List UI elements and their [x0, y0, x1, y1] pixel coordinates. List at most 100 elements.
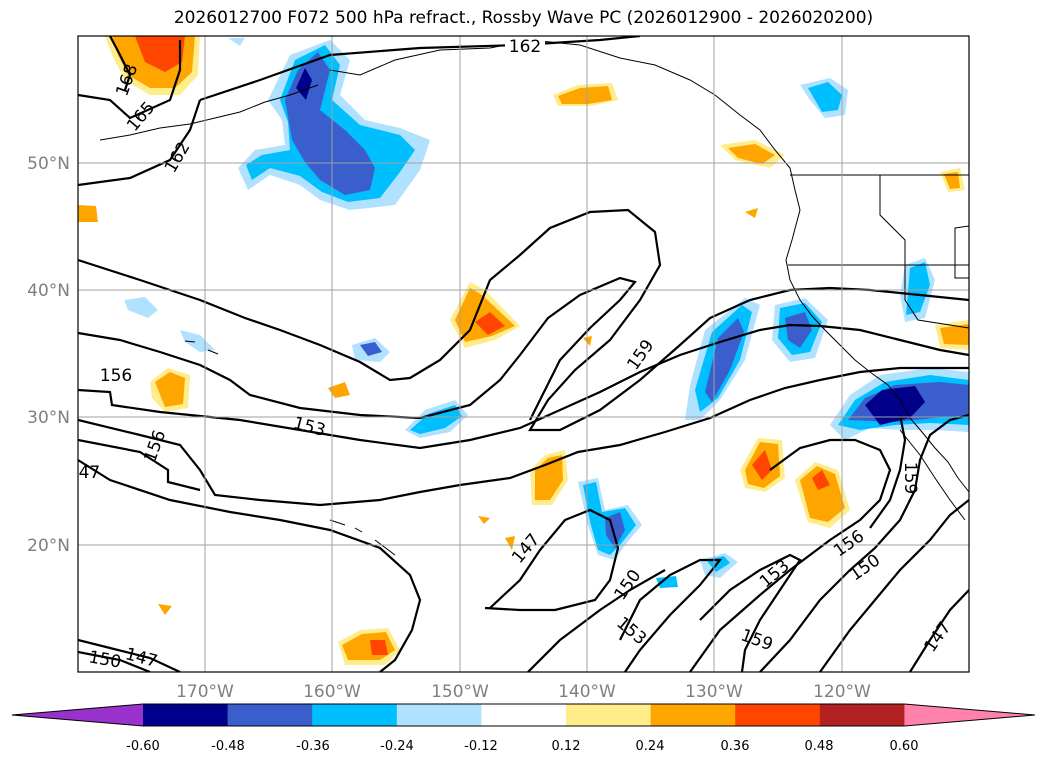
contour-label: 159 — [900, 462, 920, 494]
blob-o-red — [475, 312, 505, 335]
baja-coast — [899, 429, 966, 521]
colorbar-tick: -0.24 — [380, 739, 414, 754]
contour-156-c — [759, 413, 969, 672]
lon-label: 120°W — [813, 682, 871, 702]
lon-label: 130°W — [685, 682, 743, 702]
state-line-c — [904, 265, 969, 329]
colorbar-ticks: -0.60 -0.48 -0.36 -0.24 -0.12 0.12 0.24 … — [126, 739, 918, 754]
islands-b — [184, 340, 219, 355]
lat-label: 40°N — [27, 281, 70, 301]
blob-y — [478, 516, 490, 524]
contour-150-c — [819, 499, 969, 672]
positive-anomaly-shading — [78, 36, 969, 665]
contour-156-b — [78, 366, 969, 507]
contour-156-a — [78, 323, 969, 450]
nw-corner-red — [135, 36, 185, 72]
height-contours — [78, 36, 969, 672]
lat-label: 50°N — [27, 154, 70, 174]
map-frame — [77, 35, 970, 673]
contour-159-b — [869, 414, 907, 529]
map-title: 2026012700 F072 500 hPa refract., Rossby… — [173, 8, 874, 28]
blob-c-core — [360, 342, 382, 356]
latitude-labels: 50°N 40°N 30°N 20°N — [27, 154, 70, 556]
blob-s-red — [752, 450, 772, 480]
colorbar-tick: 0.12 — [552, 739, 581, 754]
blob-g — [656, 576, 678, 588]
contour-147-c — [78, 650, 151, 672]
lon-label: 160°W — [303, 682, 361, 702]
contour-165 — [78, 40, 182, 120]
blob-t-red — [812, 470, 830, 490]
gridlines — [78, 36, 969, 672]
blob-i — [180, 330, 215, 352]
contour-label: 156 — [100, 366, 132, 386]
contour-150-b — [619, 558, 723, 672]
contour-150-a — [78, 638, 181, 672]
lon-label: 150°W — [431, 682, 489, 702]
lon-label: 170°W — [176, 682, 234, 702]
colorbar-extend-min — [12, 704, 143, 726]
colorbar — [11, 703, 1036, 727]
colorbar-segment — [650, 704, 736, 726]
socal-blob-navy — [865, 386, 925, 425]
colorbar-tick: 0.60 — [890, 739, 919, 754]
lat-label: 30°N — [27, 408, 70, 428]
contour-label: 150 — [87, 647, 122, 672]
pnw-blob-core — [906, 262, 930, 315]
streak-b-blue — [785, 312, 812, 348]
lat-label: 20°N — [27, 536, 70, 556]
lon-label: 140°W — [558, 682, 616, 702]
contour-168 — [109, 36, 132, 91]
ne-pacific-blob-a-core — [808, 82, 842, 112]
contour-loop-a — [78, 208, 969, 432]
colorbar-tick: 0.48 — [805, 739, 834, 754]
colorbar-segment — [566, 704, 652, 726]
map-panel — [78, 36, 969, 672]
contour-label: 162 — [509, 37, 541, 57]
blob-h — [124, 297, 158, 318]
colorbar-tick: -0.48 — [211, 739, 245, 754]
blob-p-core — [155, 372, 185, 407]
colorbar-segment — [227, 704, 313, 726]
colorbar-segment — [143, 704, 229, 726]
blob-x — [158, 604, 172, 615]
state-line-b — [879, 175, 906, 265]
blob-m-core — [944, 172, 960, 189]
streak-a-blue — [705, 318, 744, 402]
contour-147-d — [909, 589, 969, 672]
blob-k-core — [558, 86, 612, 104]
contour-147-a — [78, 459, 422, 672]
contour-147-b — [484, 508, 620, 612]
blob-j — [228, 38, 245, 46]
contour-159-a — [699, 553, 802, 672]
contour-162-a — [199, 36, 641, 102]
gulf-alaska-navy-core — [296, 68, 312, 100]
colorbar-tick: 0.24 — [636, 739, 665, 754]
colorbar-outline — [11, 703, 1036, 727]
blob-w — [505, 536, 515, 550]
contour-loop-b — [78, 276, 637, 421]
contour-162-b — [78, 99, 202, 187]
colorbar-extend-max — [904, 704, 1035, 726]
colorbar-segment — [312, 704, 398, 726]
blob-l-core — [728, 144, 775, 164]
longitude-labels: 170°W 160°W 150°W 140°W 130°W 120°W — [176, 682, 871, 702]
contour-153 — [78, 438, 201, 492]
blob-aa — [745, 208, 758, 218]
contour-153-a — [527, 569, 666, 672]
contour-label: 147 — [68, 463, 100, 483]
blob-d-core — [410, 405, 462, 434]
blob-u-red — [370, 640, 388, 655]
colorbar-tick: -0.60 — [126, 739, 160, 754]
blob-t-orange — [800, 466, 845, 522]
colorbar-segment — [396, 704, 482, 726]
blob-v-core — [940, 324, 969, 345]
colorbar-tick: -0.36 — [296, 739, 330, 754]
aleutian-chain — [99, 84, 319, 141]
blob-n — [78, 205, 98, 222]
state-line-d — [954, 225, 969, 279]
colorbar-tick: -0.12 — [464, 739, 498, 754]
blob-q — [328, 382, 350, 398]
colorbar-segment — [819, 704, 905, 726]
